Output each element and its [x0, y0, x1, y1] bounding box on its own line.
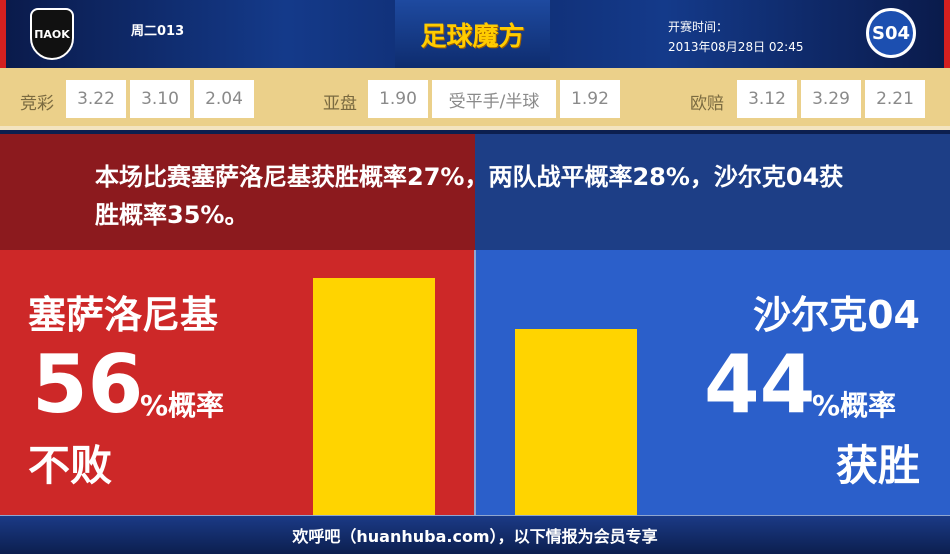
away-team-name: 沙尔克04 — [753, 293, 920, 337]
odds-bar: 竞彩 3.22 3.10 2.04 亚盘 1.90 受平手/半球 1.92 欧赔… — [0, 68, 950, 130]
crest-text: ΠΑΟΚ — [34, 27, 70, 41]
logo-text: 足球魔方 — [420, 21, 525, 52]
away-percent: 44 — [704, 338, 816, 431]
divider — [474, 250, 476, 515]
kickoff-time: 2013年08月28日 02:45 — [668, 40, 804, 54]
jingcai-label: 竞彩 — [20, 94, 54, 114]
red-strip — [0, 0, 6, 68]
away-probability-bar — [515, 328, 637, 515]
odds-value: 3.10 — [130, 80, 190, 118]
banner-right — [475, 134, 950, 250]
odds-value: 3.22 — [66, 80, 126, 118]
odds-value: 2.04 — [194, 80, 254, 118]
home-unit: %概率 — [140, 389, 225, 422]
yapan-label: 亚盘 — [323, 94, 357, 114]
odds-value: 3.29 — [801, 80, 861, 118]
away-team-crest: S04 — [866, 8, 916, 58]
header: ΠΑΟΚ 周二013 足球魔方 开赛时间： 2013年08月28日 02:45 … — [0, 0, 950, 68]
odds-value: 1.90 — [368, 80, 428, 118]
banner-left — [0, 134, 475, 250]
odds-value: 1.92 — [560, 80, 620, 118]
crest-text: S04 — [871, 22, 910, 44]
away-result: 获胜 — [835, 441, 920, 490]
kickoff-label: 开赛时间： — [668, 20, 729, 34]
footer-text: 欢呼吧（huanhuba.com），以下情报为会员专享 — [292, 527, 658, 546]
away-unit: %概率 — [812, 389, 897, 422]
red-strip — [944, 0, 950, 68]
oupei-label: 欧赔 — [690, 94, 724, 114]
home-result: 不败 — [28, 441, 113, 490]
home-percent: 56 — [32, 338, 144, 431]
odds-value: 3.12 — [737, 80, 797, 118]
home-probability-bar — [313, 278, 435, 515]
footer: 欢呼吧（huanhuba.com），以下情报为会员专享 — [0, 515, 950, 554]
home-team-name: 塞萨洛尼基 — [28, 293, 219, 337]
odds-value: 2.21 — [865, 80, 925, 118]
handicap-value: 受平手/半球 — [432, 80, 556, 118]
home-team-crest: ΠΑΟΚ — [30, 8, 74, 60]
match-id: 周二013 — [131, 24, 185, 39]
site-logo: 足球魔方 — [395, 0, 550, 68]
prediction-summary: 本场比赛塞萨洛尼基获胜概率27%，两队战平概率28%，沙尔克04获胜概率35%。 — [95, 163, 844, 229]
